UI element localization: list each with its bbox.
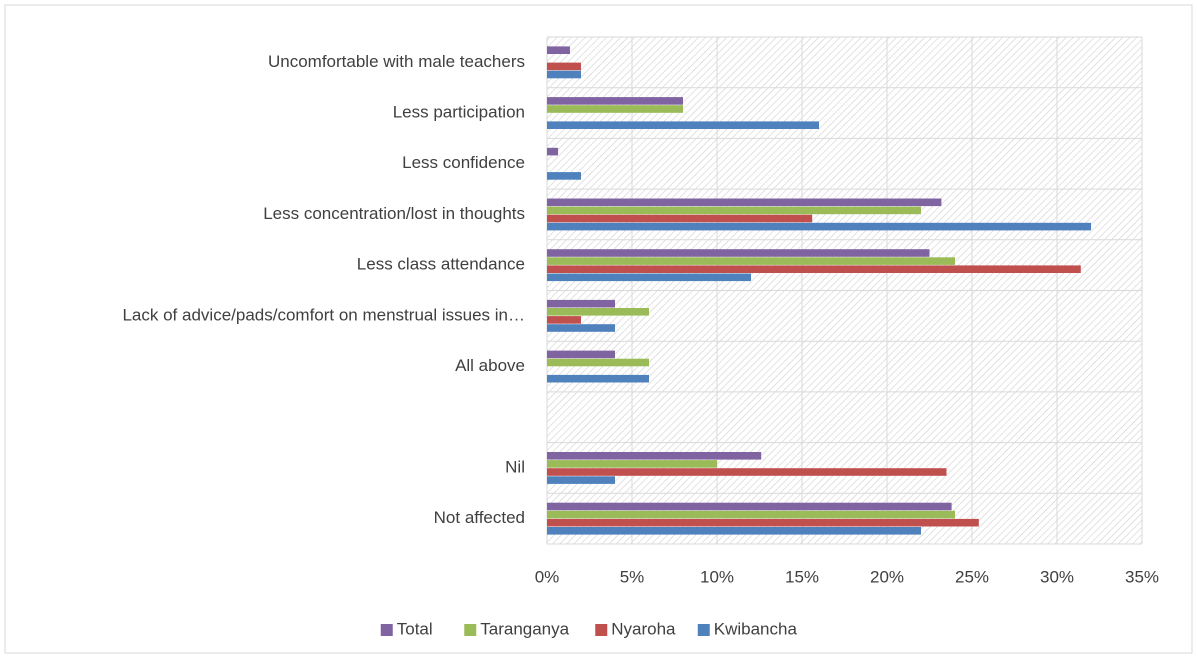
y-tick-label: Less concentration/lost in thoughts — [263, 204, 525, 223]
x-tick-label: 5% — [620, 567, 645, 586]
bar — [547, 316, 581, 324]
y-tick-label: All above — [455, 356, 525, 375]
bar — [547, 452, 762, 460]
bar — [547, 257, 955, 265]
bar — [547, 518, 979, 527]
bar — [547, 273, 751, 282]
x-tick-label: 15% — [785, 567, 819, 586]
legend-label: Nyaroha — [611, 619, 676, 638]
y-tick-label: Less class attendance — [357, 255, 525, 274]
legend-swatch — [380, 624, 393, 636]
bar — [547, 121, 819, 129]
bar — [547, 476, 615, 484]
bar — [547, 527, 921, 535]
bar — [547, 324, 615, 332]
bar — [547, 214, 813, 223]
legend-swatch — [464, 624, 477, 636]
bar — [547, 374, 649, 383]
y-tick-label: Less participation — [393, 103, 525, 122]
bar — [547, 62, 581, 71]
bar — [547, 147, 559, 156]
bar — [547, 172, 581, 180]
x-tick-label: 30% — [1040, 567, 1074, 586]
bar — [547, 206, 921, 215]
x-tick-label: 25% — [955, 567, 989, 586]
bar — [547, 299, 615, 308]
x-tick-label: 0% — [535, 567, 560, 586]
x-tick-label: 20% — [870, 567, 904, 586]
bar — [547, 350, 615, 359]
bar — [547, 502, 952, 511]
legend-label: Kwibancha — [714, 619, 798, 638]
bar — [547, 460, 717, 468]
y-tick-label: Nil — [505, 457, 525, 476]
y-tick-label: Not affected — [434, 508, 525, 527]
bar — [547, 308, 649, 316]
bar — [547, 468, 947, 476]
x-tick-label: 10% — [700, 567, 734, 586]
bar — [547, 105, 683, 113]
legend-label: Taranganya — [480, 619, 569, 638]
y-tick-label: Less confidence — [402, 153, 525, 172]
bar — [547, 97, 683, 105]
legend-label: Total — [397, 619, 433, 638]
bar — [547, 70, 581, 79]
bar — [547, 198, 942, 207]
bar — [547, 46, 570, 54]
bar — [547, 265, 1081, 273]
bar — [547, 249, 930, 257]
y-tick-label: Uncomfortable with male teachers — [268, 52, 525, 71]
legend-swatch — [697, 624, 710, 636]
bar — [547, 358, 649, 367]
legend-swatch — [595, 624, 608, 636]
y-tick-label: Lack of advice/pads/comfort on menstrual… — [122, 305, 525, 324]
x-tick-label: 35% — [1125, 567, 1159, 586]
bar — [547, 510, 955, 519]
bar — [547, 222, 1091, 231]
